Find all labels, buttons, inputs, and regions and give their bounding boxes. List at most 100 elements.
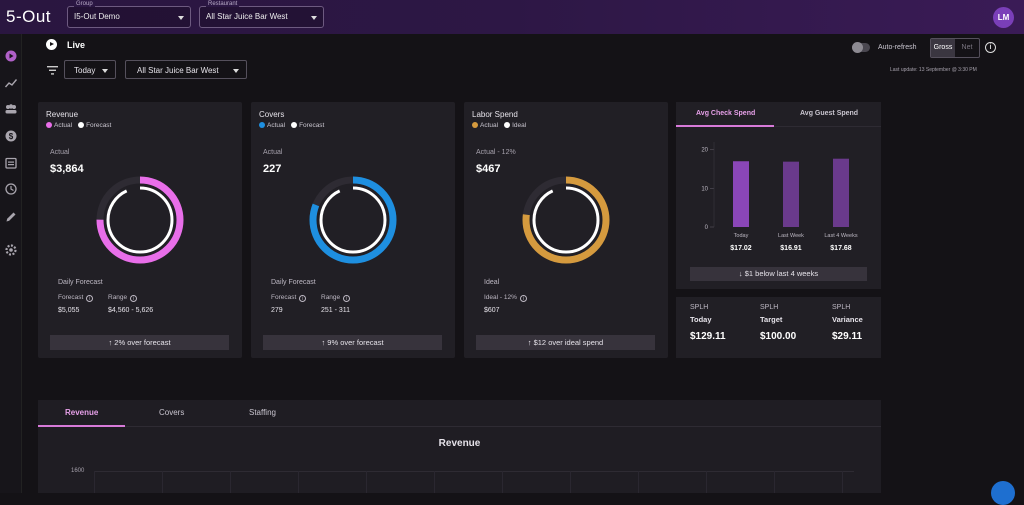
grid-column-line: [570, 471, 571, 493]
dollar-icon[interactable]: $: [4, 129, 18, 143]
arrow-up-icon: ↑: [527, 338, 534, 347]
card-title: Covers: [259, 110, 285, 119]
forecast-value: $5,055: [58, 307, 80, 314]
range-label-text: Range: [108, 294, 128, 301]
splh-value: $29.11: [832, 331, 863, 342]
info-icon[interactable]: i: [343, 295, 351, 302]
bar: [833, 158, 849, 227]
legend-label: Actual: [480, 122, 499, 129]
card-summary-text: 9% over forecast: [327, 338, 384, 347]
splh-label: SPLH: [760, 304, 779, 311]
grid-column-line: [230, 471, 231, 493]
filter-icon[interactable]: [47, 62, 58, 75]
tab-avg-guest-spend[interactable]: Avg Guest Spend: [800, 110, 859, 117]
forecast-label: Forecast i: [58, 294, 94, 302]
grid-column-line: [774, 471, 775, 493]
card-summary: ↑ 2% over forecast: [50, 335, 229, 350]
card-sub-label: Actual: [263, 149, 283, 156]
info-icon[interactable]: i: [519, 295, 527, 302]
avatar[interactable]: LM: [993, 7, 1014, 28]
forecast-value: $607: [484, 307, 500, 314]
group-caption: Group: [74, 1, 95, 7]
restaurant-caption: Restaurant: [206, 1, 240, 7]
group-select[interactable]: Group I5-Out Demo: [67, 1, 191, 28]
info-icon[interactable]: i: [299, 295, 307, 302]
avg-check-summary: ↓ $1 below last 4 weeks: [690, 267, 867, 281]
range-label-text: Range: [321, 294, 341, 301]
splh-variance: SPLH Variance $29.11: [832, 304, 863, 342]
card-value: 227: [263, 163, 282, 175]
settings-icon[interactable]: [4, 243, 18, 257]
range-value: 251 - 311: [321, 307, 351, 314]
grid-column-line: [94, 471, 95, 493]
legend-dot: [504, 122, 511, 128]
card-title: Revenue: [46, 110, 79, 119]
forecast-label-text: Forecast: [271, 294, 297, 301]
forecast-label-text: Ideal - 12%: [484, 294, 517, 301]
live-icon[interactable]: [4, 49, 18, 63]
card-sub-label: Actual - 12%: [476, 149, 516, 156]
grid-column-line: [298, 471, 299, 493]
tab-staffing[interactable]: Staffing: [249, 408, 276, 417]
card-legend: Actual Forecast: [259, 122, 324, 129]
splh-label: SPLH: [832, 304, 851, 311]
card-summary: ↑ $12 over ideal spend: [476, 335, 655, 350]
data-label: $17.02: [730, 245, 752, 252]
period-dropdown[interactable]: Today: [64, 60, 116, 79]
x-tick-label: Last Week: [778, 233, 804, 239]
bottom-chart-panel: Revenue Covers Staffing Revenue 1600: [38, 400, 881, 493]
bar: [733, 161, 749, 227]
tab-revenue[interactable]: Revenue: [65, 408, 99, 417]
y-tick-label: 0: [705, 225, 709, 231]
donut-chart: [522, 176, 610, 264]
tab-avg-check-spend[interactable]: Avg Check Spend: [696, 110, 756, 117]
card-summary-text: 2% over forecast: [114, 338, 171, 347]
avg-check-chart: 0 10 20 Today $17.02 Last Week $16.91 Last 4 We…: [701, 142, 858, 252]
pencil-icon[interactable]: [4, 210, 18, 224]
splh-today: SPLH Today $129.11: [690, 304, 726, 342]
donut-actual-arc: [309, 176, 397, 264]
card-title: Labor Spend: [472, 110, 518, 119]
svg-text:$: $: [9, 132, 14, 141]
legend-dot: [46, 122, 52, 128]
y-tick-label: 10: [701, 186, 708, 192]
legend-dot: [291, 122, 298, 128]
metric-card: Labor Spend Actual Ideal Actual - 12% $4…: [464, 102, 668, 358]
data-label: $16.91: [780, 245, 802, 252]
legend-label: Forecast: [299, 122, 325, 129]
range-value: $4,560 - 5,626: [108, 307, 154, 314]
history-icon[interactable]: [4, 182, 18, 196]
location-dropdown[interactable]: All Star Juice Bar West: [125, 60, 247, 79]
info-icon[interactable]: i: [86, 295, 94, 302]
restaurant-select[interactable]: Restaurant All Star Juice Bar West: [199, 1, 324, 28]
calendar-icon[interactable]: [4, 156, 18, 170]
gross-button[interactable]: Gross: [931, 39, 955, 57]
info-icon[interactable]: i: [130, 295, 138, 302]
avg-tabs: Avg Check Spend Avg Guest Spend: [676, 102, 881, 127]
arrow-up-icon: ↑: [108, 338, 115, 347]
group-icon[interactable]: [4, 102, 18, 116]
active-tab-underline: [38, 425, 125, 427]
gross-net-switch: Gross Net: [930, 38, 980, 58]
forecast-label-text: Forecast: [58, 294, 84, 301]
grid-column-line: [366, 471, 367, 493]
legend-item: Actual: [472, 122, 498, 129]
x-tick-label: Today: [734, 233, 749, 239]
location-value: All Star Juice Bar West: [137, 66, 219, 75]
info-icon[interactable]: i: [985, 42, 996, 53]
tab-covers[interactable]: Covers: [159, 408, 185, 417]
trend-icon[interactable]: [4, 76, 18, 90]
auto-refresh-toggle[interactable]: [852, 42, 870, 53]
bottom-tabs: Revenue Covers Staffing: [38, 400, 881, 427]
card-value: $467: [476, 163, 501, 175]
chat-button[interactable]: [991, 481, 1015, 505]
play-icon[interactable]: [46, 39, 57, 50]
net-button[interactable]: Net: [961, 44, 973, 51]
active-tab-underline: [676, 125, 774, 127]
metric-card: Revenue Actual Forecast Actual $3,864 Da…: [38, 102, 242, 358]
grid-column-line: [638, 471, 639, 493]
chevron-down-icon: [102, 69, 108, 73]
avg-check-card: Avg Check Spend Avg Guest Spend 0 10 20 Tod…: [676, 102, 881, 289]
donut-actual-arc: [96, 176, 184, 264]
auto-refresh-label: Auto-refresh: [878, 44, 917, 51]
